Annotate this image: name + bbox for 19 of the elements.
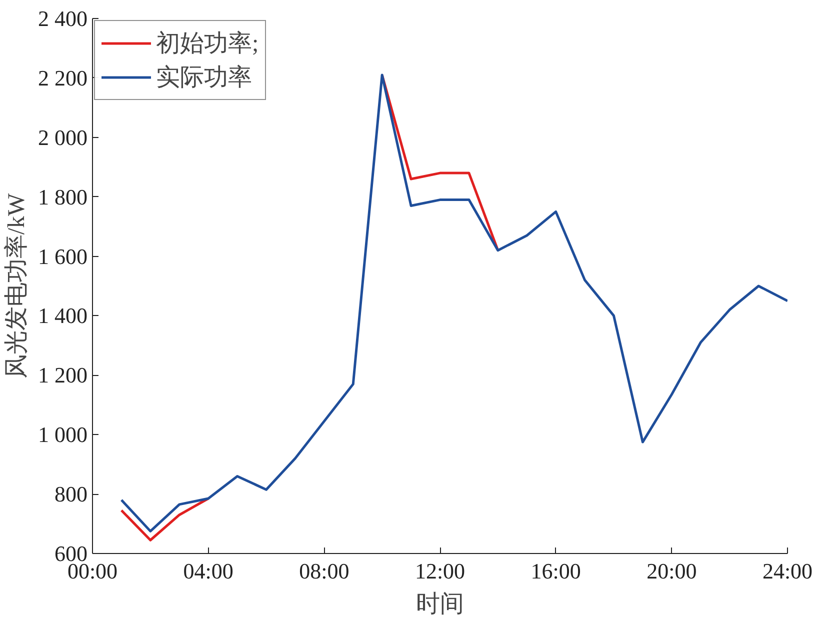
x-tick-label: 04:00 bbox=[183, 558, 234, 584]
x-axis-title: 时间 bbox=[416, 592, 464, 618]
y-tick-label: 1 400 bbox=[38, 303, 88, 328]
y-tick-label: 1 800 bbox=[38, 184, 88, 210]
x-tick-label: 16:00 bbox=[530, 558, 581, 584]
y-tick-label: 1 600 bbox=[38, 244, 88, 269]
x-tick-label: 20:00 bbox=[646, 558, 697, 584]
y-tick-label: 2 400 bbox=[38, 6, 88, 31]
y-axis-title: 风光发电功率/kW bbox=[3, 192, 30, 379]
x-tick-label: 12:00 bbox=[414, 558, 466, 584]
y-tick-label: 2 200 bbox=[38, 65, 88, 90]
legend-label: 初始功率; bbox=[156, 30, 259, 59]
y-tick-label: 2 000 bbox=[38, 124, 88, 150]
legend-label: 实际功率 bbox=[156, 64, 252, 93]
y-tick-label: 1 000 bbox=[38, 422, 88, 448]
x-tick-label: 08:00 bbox=[299, 558, 350, 584]
y-tick-label: 800 bbox=[54, 482, 88, 507]
y-tick-label: 1 200 bbox=[38, 362, 88, 388]
x-tick-label: 24:00 bbox=[762, 558, 813, 584]
